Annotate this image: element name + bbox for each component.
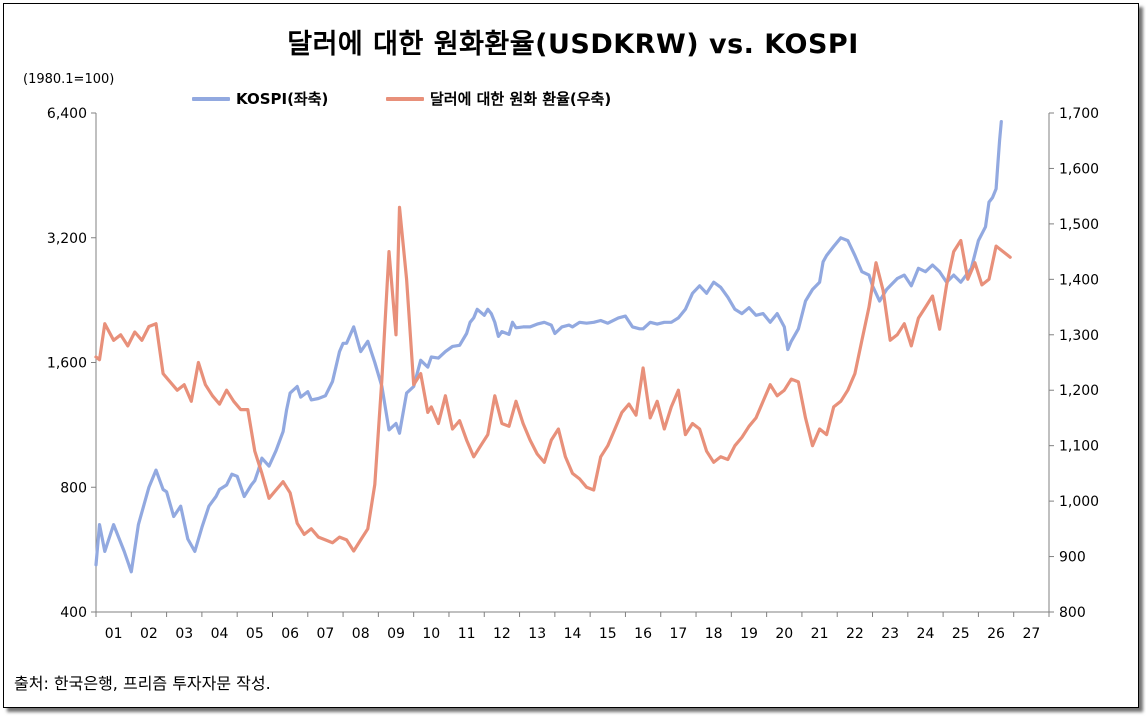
x-tick-label: 13 [528,626,546,642]
chart-axes: 400 800 1,600 3,200 6,400 800 900 1,000 1,100 1,2… [47,106,1099,642]
x-tick-label: 05 [246,626,264,642]
x-tick-label: 24 [917,626,935,642]
source-note: 출처: 한국은행, 프리즘 투자자문 작성. [14,674,271,693]
left-tick-label: 6,400 [47,106,87,122]
chart-series [94,120,1012,574]
x-tick-label: 23 [881,626,899,642]
x-tick-label: 15 [599,626,617,642]
x-tick-label: 12 [493,626,511,642]
left-tick-label: 1,600 [47,356,87,372]
x-tick-label: 25 [952,626,970,642]
x-tick-label: 27 [1022,626,1040,642]
x-tick-label: 22 [846,626,864,642]
legend-item-usdkrw: 달러에 대한 원화 환율(우축) [386,88,611,109]
legend-label-usdkrw: 달러에 대한 원화 환율(우축) [430,90,612,108]
legend-item-kospi: KOSPI(좌축) [192,88,328,109]
left-tick-label: 400 [60,605,87,621]
x-tick-label: 09 [387,626,405,642]
x-tick-label: 21 [811,626,829,642]
chart-title: 달러에 대한 원화환율(USDKRW) vs. KOSPI [287,29,859,60]
x-tick-label: 01 [105,626,123,642]
left-tick-label: 3,200 [47,231,87,247]
legend-label-kospi: KOSPI(좌축) [236,90,329,108]
x-tick-label: 06 [281,626,299,642]
x-tick-label: 07 [317,626,335,642]
x-tick-label: 03 [175,626,193,642]
usdkrw-series-line [94,205,1012,553]
right-tick-label: 1,000 [1059,494,1099,510]
chart-frame [3,3,1139,708]
left-tick-label: 800 [60,480,87,496]
left-axis-unit: (1980.1=100) [23,72,115,87]
x-tick-label: 19 [740,626,758,642]
right-tick-label: 1,500 [1059,217,1099,233]
x-tick-label: 11 [458,626,476,642]
x-tick-label: 08 [352,626,370,642]
x-tick-label: 26 [987,626,1005,642]
x-tick-label: 02 [140,626,158,642]
right-tick-label: 1,100 [1059,439,1099,455]
x-tick-label: 14 [564,626,582,642]
right-tick-label: 1,300 [1059,328,1099,344]
x-tick-label: 18 [705,626,723,642]
right-tick-label: 1,400 [1059,272,1099,288]
x-tick-label: 04 [211,626,229,642]
right-tick-label: 1,600 [1059,161,1099,177]
legend-swatch-kospi [192,96,230,101]
kospi-series-line [94,120,1003,574]
right-tick-label: 1,200 [1059,383,1099,399]
right-tick-label: 1,700 [1059,106,1099,122]
x-tick-label: 10 [422,626,440,642]
x-tick-label: 16 [634,626,652,642]
x-tick-label: 20 [775,626,793,642]
right-tick-label: 800 [1059,605,1086,621]
legend-swatch-usdkrw [386,96,424,101]
x-tick-label: 17 [669,626,687,642]
right-tick-label: 900 [1059,550,1086,566]
